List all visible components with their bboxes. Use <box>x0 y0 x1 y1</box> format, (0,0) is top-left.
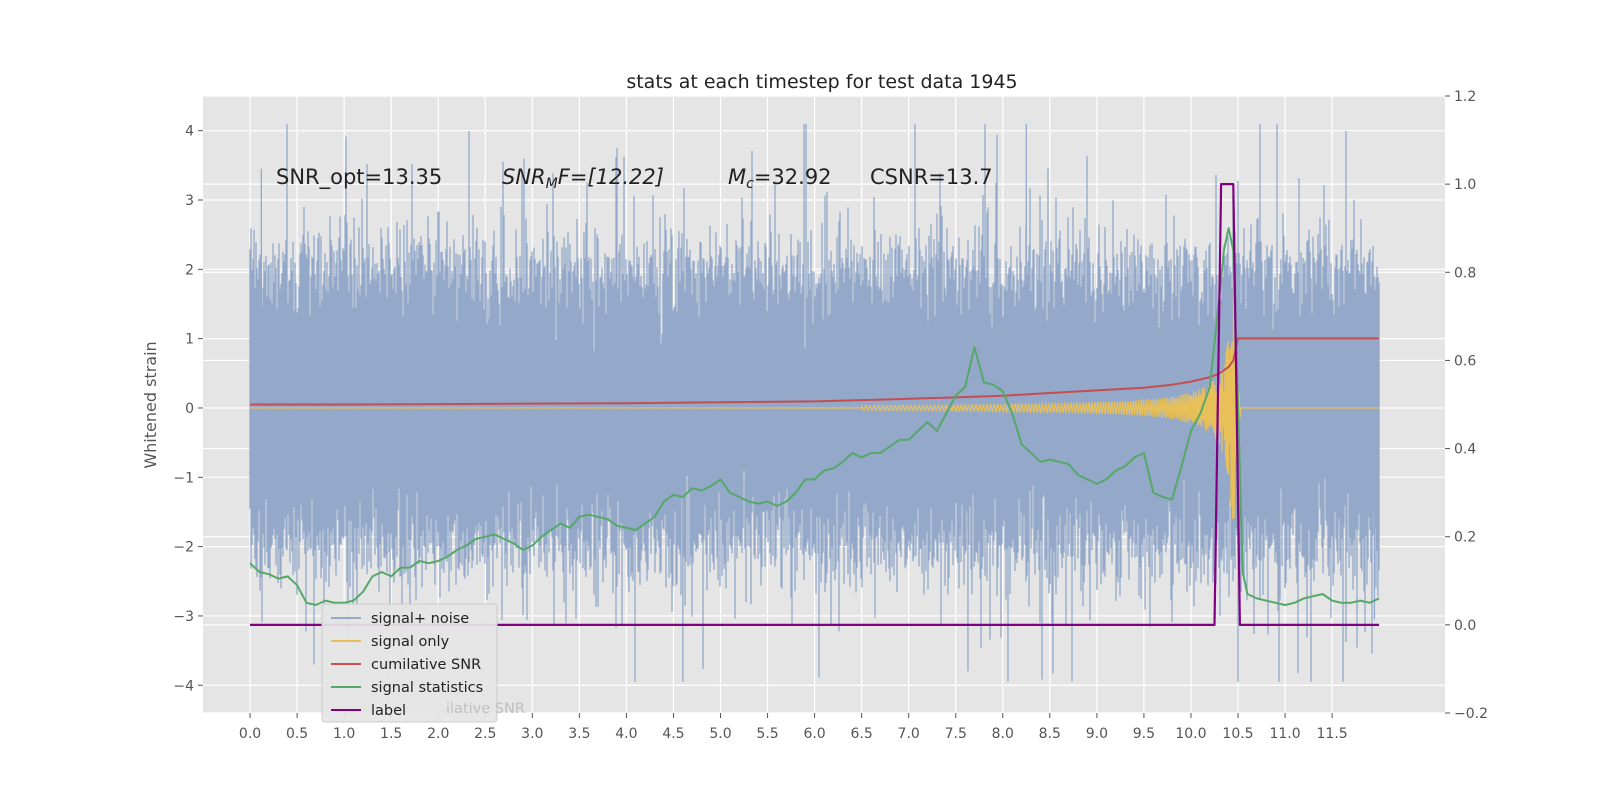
y-tick-label: −3 <box>173 609 194 625</box>
y-axis-left: 4 3 2 1 0 −1 −2 −3 −4 <box>173 124 203 694</box>
y-tick-label: −2 <box>173 540 194 556</box>
y-tick-label: 3 <box>185 193 194 209</box>
legend-label: label <box>371 703 406 719</box>
series-label <box>250 183 1380 627</box>
series-layer <box>249 123 1380 682</box>
y-axis-right: 1.2 1.0 0.8 0.6 0.4 0.2 0.0 −0.2 <box>1445 89 1488 722</box>
y2-tick-label: −0.2 <box>1454 706 1488 722</box>
x-axis: 0.0 0.5 1.0 1.5 2.0 2.5 3.0 3.5 4.0 4.5 5.0 5.5 6.0 6… <box>239 713 1348 742</box>
x-tick-label: 8.0 <box>992 726 1014 742</box>
y-tick-label: −1 <box>173 470 194 486</box>
x-tick-label: 9.0 <box>1086 726 1108 742</box>
annotation-mc: Mc=32.92 <box>728 165 832 192</box>
y2-tick-label: 1.2 <box>1454 89 1476 105</box>
x-tick-label: 5.5 <box>756 726 778 742</box>
annotation-csnr: CSNR=13.7 <box>870 165 993 189</box>
snr-mf-sub: M <box>546 176 558 192</box>
x-tick-label: 4.0 <box>615 726 637 742</box>
y-tick-label: 0 <box>185 401 194 417</box>
y-axis-label: Whitened strain <box>141 341 160 468</box>
legend-label: cumilative SNR <box>371 657 481 673</box>
y2-tick-label: 0.4 <box>1454 442 1476 458</box>
x-tick-label: 2.5 <box>474 726 496 742</box>
x-tick-label: 9.5 <box>1133 726 1155 742</box>
x-tick-label: 6.5 <box>851 726 873 742</box>
legend-label: signal only <box>371 634 450 650</box>
mc-label: M <box>728 165 746 189</box>
x-tick-label: 2.0 <box>427 726 449 742</box>
y-tick-label: 2 <box>185 262 194 278</box>
y2-tick-label: 0.2 <box>1454 530 1476 546</box>
x-tick-label: 7.0 <box>898 726 920 742</box>
y2-tick-label: 0.8 <box>1454 265 1476 281</box>
x-tick-label: 10.0 <box>1175 726 1206 742</box>
legend: ilative SNR signal+ noise signal only cumi… <box>321 603 525 723</box>
snr-mf-label: SNR <box>502 165 546 189</box>
x-tick-label: 8.5 <box>1039 726 1061 742</box>
annotation-snr-opt: SNR_opt=13.35 <box>276 165 442 190</box>
x-tick-label: 3.5 <box>568 726 590 742</box>
y-tick-label: −4 <box>173 678 194 694</box>
y2-tick-label: 0.0 <box>1454 618 1476 634</box>
y-tick-label: 1 <box>185 332 194 348</box>
mc-sub: c <box>746 176 754 192</box>
x-tick-label: 5.0 <box>709 726 731 742</box>
annotation-snr-mf: SNRMF=[12.22] <box>502 165 664 192</box>
legend-shadow-text: ilative SNR <box>446 701 525 717</box>
x-tick-label: 11.0 <box>1269 726 1300 742</box>
x-tick-label: 1.5 <box>380 726 402 742</box>
y2-tick-label: 0.6 <box>1454 353 1476 369</box>
x-tick-label: 6.0 <box>803 726 825 742</box>
y2-tick-label: 1.0 <box>1454 177 1476 193</box>
series-signal-statistics <box>249 227 1380 606</box>
x-tick-label: 0.5 <box>286 726 308 742</box>
legend-label: signal+ noise <box>371 611 469 627</box>
y-tick-label: 4 <box>185 124 194 140</box>
x-tick-label: 4.5 <box>662 726 684 742</box>
mc-value: =32.92 <box>754 165 832 189</box>
x-tick-label: 0.0 <box>239 726 261 742</box>
x-tick-label: 3.0 <box>521 726 543 742</box>
legend-label: signal statistics <box>371 680 483 696</box>
x-tick-label: 1.0 <box>333 726 355 742</box>
series-signal-only <box>250 277 1379 520</box>
x-tick-label: 7.5 <box>945 726 967 742</box>
series-cumilative-snr <box>250 337 1380 406</box>
chart-title: stats at each timestep for test data 194… <box>626 71 1017 93</box>
x-tick-label: 11.5 <box>1317 726 1348 742</box>
legend-box <box>321 603 498 723</box>
snr-mf-value: F=[12.22] <box>558 165 664 189</box>
x-tick-label: 10.5 <box>1222 726 1253 742</box>
